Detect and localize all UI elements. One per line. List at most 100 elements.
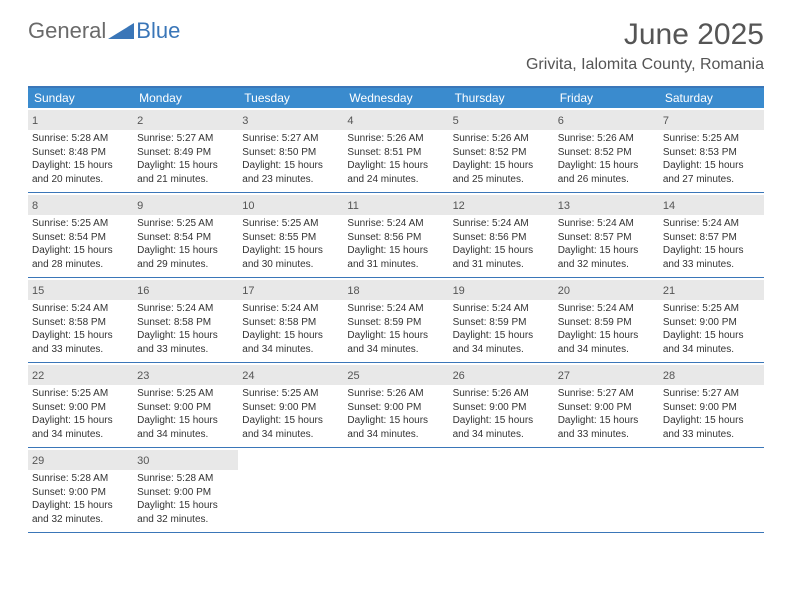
day-cell: 23Sunrise: 5:25 AMSunset: 9:00 PMDayligh… [133, 363, 238, 447]
day-number-row: 16 [133, 280, 238, 300]
day-number: 14 [663, 200, 675, 212]
day-number-row: 30 [133, 450, 238, 470]
day-info: Sunrise: 5:24 AMSunset: 8:59 PMDaylight:… [453, 302, 550, 356]
day-cell: 22Sunrise: 5:25 AMSunset: 9:00 PMDayligh… [28, 363, 133, 447]
location-text: Grivita, Ialomita County, Romania [526, 56, 764, 74]
day-number-row: 8 [28, 195, 133, 215]
page-title: June 2025 [526, 18, 764, 52]
day-header: Tuesday [238, 88, 343, 108]
day-info: Sunrise: 5:24 AMSunset: 8:58 PMDaylight:… [137, 302, 234, 356]
day-header: Saturday [659, 88, 764, 108]
day-number-row: 4 [343, 110, 448, 130]
day-cell: 17 Sunrise: 5:24 AMSunset: 8:58 PMDayligh… [238, 278, 343, 362]
day-info: Sunrise: 5:24 AMSunset: 8:59 PMDaylight:… [558, 302, 655, 356]
day-cell: 19 Sunrise: 5:24 AMSunset: 8:59 PMDayligh… [449, 278, 554, 362]
title-block: June 2025 Grivita, Ialomita County, Roma… [526, 18, 764, 74]
day-cell: 15 Sunrise: 5:24 AMSunset: 8:58 PMDayligh… [28, 278, 133, 362]
day-header: Monday [133, 88, 238, 108]
week-row: 8Sunrise: 5:25 AMSunset: 8:54 PMDaylight… [28, 193, 764, 278]
day-info: Sunrise: 5:25 AMSunset: 9:00 PMDaylight:… [137, 387, 234, 441]
day-number-row: 10 [238, 195, 343, 215]
day-info: Sunrise: 5:27 AMSunset: 9:00 PMDaylight:… [558, 387, 655, 441]
day-number: 29 [32, 455, 44, 467]
day-number-row: 6 [554, 110, 659, 130]
day-header-row: SundayMondayTuesdayWednesdayThursdayFrid… [28, 88, 764, 108]
day-number: 21 [663, 285, 675, 297]
day-number: 17 [242, 285, 254, 297]
day-number: 20 [558, 285, 570, 297]
logo-text-blue: Blue [136, 18, 180, 44]
day-cell: 10Sunrise: 5:25 AMSunset: 8:55 PMDayligh… [238, 193, 343, 277]
day-header: Thursday [449, 88, 554, 108]
day-info: Sunrise: 5:25 AMSunset: 8:54 PMDaylight:… [32, 217, 129, 271]
empty-cell [554, 448, 659, 532]
day-number-row: 26 [449, 365, 554, 385]
day-info: Sunrise: 5:24 AMSunset: 8:59 PMDaylight:… [347, 302, 444, 356]
day-number: 4 [347, 115, 353, 127]
day-number: 18 [347, 285, 359, 297]
day-info: Sunrise: 5:25 AMSunset: 9:00 PMDaylight:… [242, 387, 339, 441]
empty-cell [449, 448, 554, 532]
day-info: Sunrise: 5:24 AMSunset: 8:57 PMDaylight:… [558, 217, 655, 271]
day-info: Sunrise: 5:25 AMSunset: 8:54 PMDaylight:… [137, 217, 234, 271]
day-cell: 26 Sunrise: 5:26 AMSunset: 9:00 PMDayligh… [449, 363, 554, 447]
day-info: Sunrise: 5:26 AMSunset: 9:00 PMDaylight:… [453, 387, 550, 441]
day-number-row: 21 [659, 280, 764, 300]
day-info: Sunrise: 5:26 AMSunset: 8:51 PMDaylight:… [347, 132, 444, 186]
day-cell: 28 Sunrise: 5:27 AMSunset: 9:00 PMDayligh… [659, 363, 764, 447]
day-number: 6 [558, 115, 564, 127]
day-number-row: 20 [554, 280, 659, 300]
day-number-row: 5 [449, 110, 554, 130]
logo: General Blue [28, 18, 180, 44]
logo-triangle-icon [108, 21, 134, 41]
day-header: Wednesday [343, 88, 448, 108]
day-number: 3 [242, 115, 248, 127]
day-number: 15 [32, 285, 44, 297]
day-cell: 30Sunrise: 5:28 AMSunset: 9:00 PMDayligh… [133, 448, 238, 532]
day-number: 28 [663, 370, 675, 382]
day-cell: 11Sunrise: 5:24 AMSunset: 8:56 PMDayligh… [343, 193, 448, 277]
day-number-row: 12 [449, 195, 554, 215]
day-cell: 18 Sunrise: 5:24 AMSunset: 8:59 PMDayligh… [343, 278, 448, 362]
day-cell: 3Sunrise: 5:27 AMSunset: 8:50 PMDaylight… [238, 108, 343, 192]
day-info: Sunrise: 5:24 AMSunset: 8:58 PMDaylight:… [32, 302, 129, 356]
empty-cell [238, 448, 343, 532]
day-info: Sunrise: 5:26 AMSunset: 8:52 PMDaylight:… [558, 132, 655, 186]
day-cell: 7Sunrise: 5:25 AMSunset: 8:53 PMDaylight… [659, 108, 764, 192]
day-cell: 2Sunrise: 5:27 AMSunset: 8:49 PMDaylight… [133, 108, 238, 192]
day-number: 22 [32, 370, 44, 382]
day-info: Sunrise: 5:27 AMSunset: 9:00 PMDaylight:… [663, 387, 760, 441]
day-number-row: 13 [554, 195, 659, 215]
day-number: 30 [137, 455, 149, 467]
day-info: Sunrise: 5:25 AMSunset: 8:55 PMDaylight:… [242, 217, 339, 271]
day-number: 12 [453, 200, 465, 212]
day-header: Friday [554, 88, 659, 108]
day-cell: 8Sunrise: 5:25 AMSunset: 8:54 PMDaylight… [28, 193, 133, 277]
day-cell: 9Sunrise: 5:25 AMSunset: 8:54 PMDaylight… [133, 193, 238, 277]
day-cell: 21Sunrise: 5:25 AMSunset: 9:00 PMDayligh… [659, 278, 764, 362]
day-number-row: 23 [133, 365, 238, 385]
week-row: 22 Sunrise: 5:25 AMSunset: 9:00 PMDayligh… [28, 363, 764, 448]
day-cell: 12 Sunrise: 5:24 AMSunset: 8:56 PMDayligh… [449, 193, 554, 277]
day-number-row: 7 [659, 110, 764, 130]
day-info: Sunrise: 5:28 AMSunset: 9:00 PMDaylight:… [32, 472, 129, 526]
day-number-row: 24 [238, 365, 343, 385]
day-cell: 14Sunrise: 5:24 AMSunset: 8:57 PMDayligh… [659, 193, 764, 277]
day-number: 1 [32, 115, 38, 127]
day-number: 19 [453, 285, 465, 297]
empty-cell [659, 448, 764, 532]
day-number: 26 [453, 370, 465, 382]
day-info: Sunrise: 5:26 AMSunset: 9:00 PMDaylight:… [347, 387, 444, 441]
day-cell: 13Sunrise: 5:24 AMSunset: 8:57 PMDayligh… [554, 193, 659, 277]
day-info: Sunrise: 5:24 AMSunset: 8:56 PMDaylight:… [453, 217, 550, 271]
day-number: 27 [558, 370, 570, 382]
day-number-row: 18 [343, 280, 448, 300]
logo-text-general: General [28, 18, 106, 44]
weeks-container: 1Sunrise: 5:28 AMSunset: 8:48 PMDaylight… [28, 108, 764, 533]
day-cell: 20 Sunrise: 5:24 AMSunset: 8:59 PMDayligh… [554, 278, 659, 362]
day-number-row: 11 [343, 195, 448, 215]
day-cell: 24Sunrise: 5:25 AMSunset: 9:00 PMDayligh… [238, 363, 343, 447]
day-number-row: 19 [449, 280, 554, 300]
day-info: Sunrise: 5:24 AMSunset: 8:58 PMDaylight:… [242, 302, 339, 356]
day-number-row: 1 [28, 110, 133, 130]
